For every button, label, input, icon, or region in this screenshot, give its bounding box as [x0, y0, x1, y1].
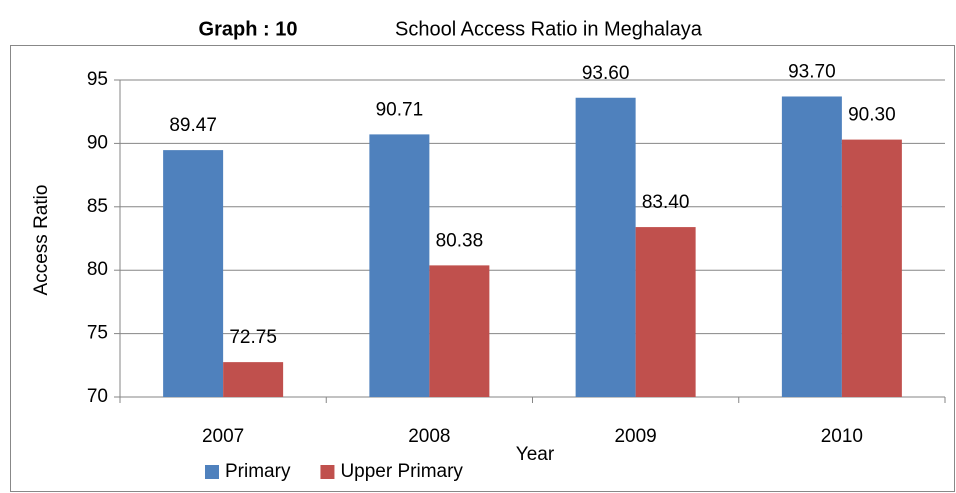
- data-label: 93.70: [788, 61, 836, 82]
- y-tick-label: 90: [87, 132, 108, 153]
- x-tick-label: 2009: [614, 426, 656, 447]
- data-label: 83.40: [642, 192, 690, 213]
- data-label: 90.30: [848, 105, 896, 126]
- bar: [575, 97, 636, 397]
- data-label: 80.38: [436, 230, 484, 251]
- bar: [781, 96, 842, 397]
- x-tick-label: 2008: [408, 426, 450, 447]
- chart-title-label: Graph : 10: [199, 18, 298, 40]
- data-label: 90.71: [376, 99, 424, 120]
- bar: [841, 139, 902, 397]
- bar: [429, 265, 490, 397]
- legend-swatch: [320, 465, 335, 479]
- y-tick-label: 80: [87, 259, 108, 280]
- bar: [635, 227, 696, 397]
- legend-label: Primary: [225, 461, 291, 482]
- bar: [163, 150, 224, 397]
- legend-label: Upper Primary: [340, 461, 463, 482]
- chart-title: School Access Ratio in Meghalaya: [395, 18, 703, 40]
- data-label: 72.75: [229, 327, 277, 348]
- x-tick-label: 2007: [202, 426, 244, 447]
- y-axis-label: Access Ratio: [31, 185, 52, 296]
- x-tick-label: 2010: [821, 426, 863, 447]
- y-tick-label: 95: [87, 69, 108, 90]
- y-tick-label: 75: [87, 323, 108, 344]
- data-label: 89.47: [169, 115, 217, 136]
- bar: [223, 362, 284, 397]
- bar: [369, 134, 430, 397]
- y-tick-label: 85: [87, 196, 108, 217]
- data-label: 93.60: [582, 63, 630, 84]
- x-axis-label: Year: [516, 444, 555, 465]
- y-tick-label: 70: [87, 386, 108, 407]
- chart-frame: [10, 45, 955, 492]
- legend-swatch: [205, 465, 219, 479]
